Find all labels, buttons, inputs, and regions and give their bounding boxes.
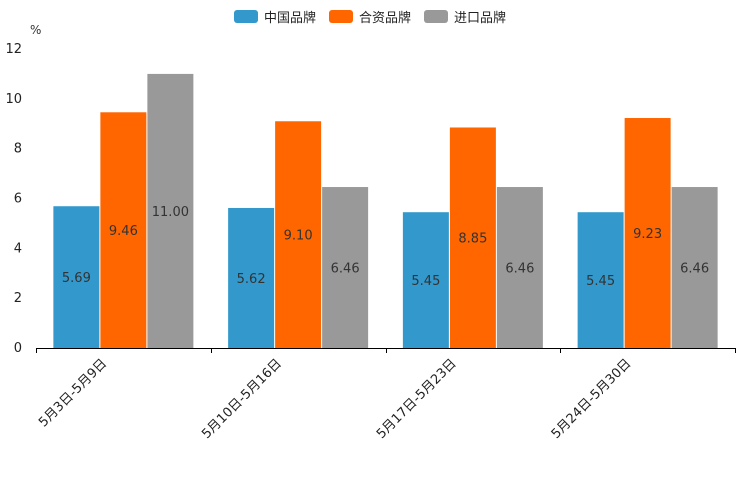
bar-2-2[interactable] [496, 187, 543, 348]
legend-swatch-joint-venture-brand [329, 9, 353, 23]
bar-value-label: 5.45 [411, 274, 440, 289]
bar-value-label: 5.62 [237, 272, 266, 287]
bar-value-label: 5.45 [586, 274, 615, 289]
bar-value-label: 9.46 [109, 224, 138, 239]
bar-0-0[interactable] [53, 206, 100, 348]
legend-label-joint-venture-brand: 合资品牌 [359, 10, 412, 26]
bar-2-1[interactable] [449, 127, 496, 348]
bar-1-2[interactable] [322, 187, 369, 348]
y-axis: 0 2 4 6 8 10 12 [5, 42, 22, 356]
legend-item-joint-venture-brand[interactable]: 合资品牌 [329, 6, 411, 26]
bar-value-label: 6.46 [680, 262, 709, 277]
x-tick-label: 5月17日-5月23日 [374, 356, 460, 442]
legend-label-import-brand: 进口品牌 [454, 10, 507, 26]
bar-value-label: 6.46 [331, 262, 360, 277]
y-tick-label: 4 [14, 241, 22, 256]
bar-3-2[interactable] [671, 187, 718, 348]
chart-legend: 中国品牌 合资品牌 进口品牌 [0, 6, 744, 26]
bar-value-label: 9.10 [284, 229, 313, 244]
legend-swatch-import-brand [424, 9, 448, 23]
x-tick-label: 5月10日-5月16日 [199, 356, 285, 442]
y-tick-label: 6 [14, 192, 22, 207]
legend-item-import-brand[interactable]: 进口品牌 [424, 6, 506, 26]
bar-value-label: 5.69 [62, 271, 91, 286]
legend-item-china-brand[interactable]: 中国品牌 [234, 6, 316, 26]
x-axis: 5月3日-5月9日 5月10日-5月16日 5月17日-5月23日 5月24日-5月3… [36, 348, 736, 442]
bar-2-0[interactable] [402, 212, 449, 348]
y-tick-label: 10 [5, 92, 22, 107]
bar-0-1[interactable] [100, 112, 147, 348]
bar-value-label: 8.85 [458, 232, 487, 247]
bar-3-0[interactable] [577, 212, 624, 348]
y-tick-label: 12 [5, 42, 22, 57]
bar-value-label: 11.00 [152, 205, 189, 220]
bar-series-group [53, 73, 718, 349]
x-tick-label: 5月24日-5月30日 [549, 356, 635, 442]
y-tick-label: 0 [14, 341, 22, 356]
bar-value-label: 9.23 [633, 227, 662, 242]
legend-label-china-brand: 中国品牌 [264, 10, 317, 26]
x-tick-label: 5月3日-5月9日 [36, 356, 110, 430]
bar-0-2[interactable] [147, 73, 194, 349]
bar-1-0[interactable] [228, 207, 275, 348]
y-tick-label: 8 [14, 142, 22, 157]
y-tick-label: 2 [14, 291, 22, 306]
bar-value-label: 6.46 [505, 262, 534, 277]
legend-swatch-china-brand [234, 9, 258, 23]
bar-1-1[interactable] [275, 121, 322, 348]
bar-3-1[interactable] [624, 118, 671, 348]
y-axis-unit-label: % [30, 23, 41, 37]
bar-value-labels: 5.69 5.62 5.45 5.45 9.46 9.10 8.85 9.23 11.00 6.4… [62, 205, 709, 289]
